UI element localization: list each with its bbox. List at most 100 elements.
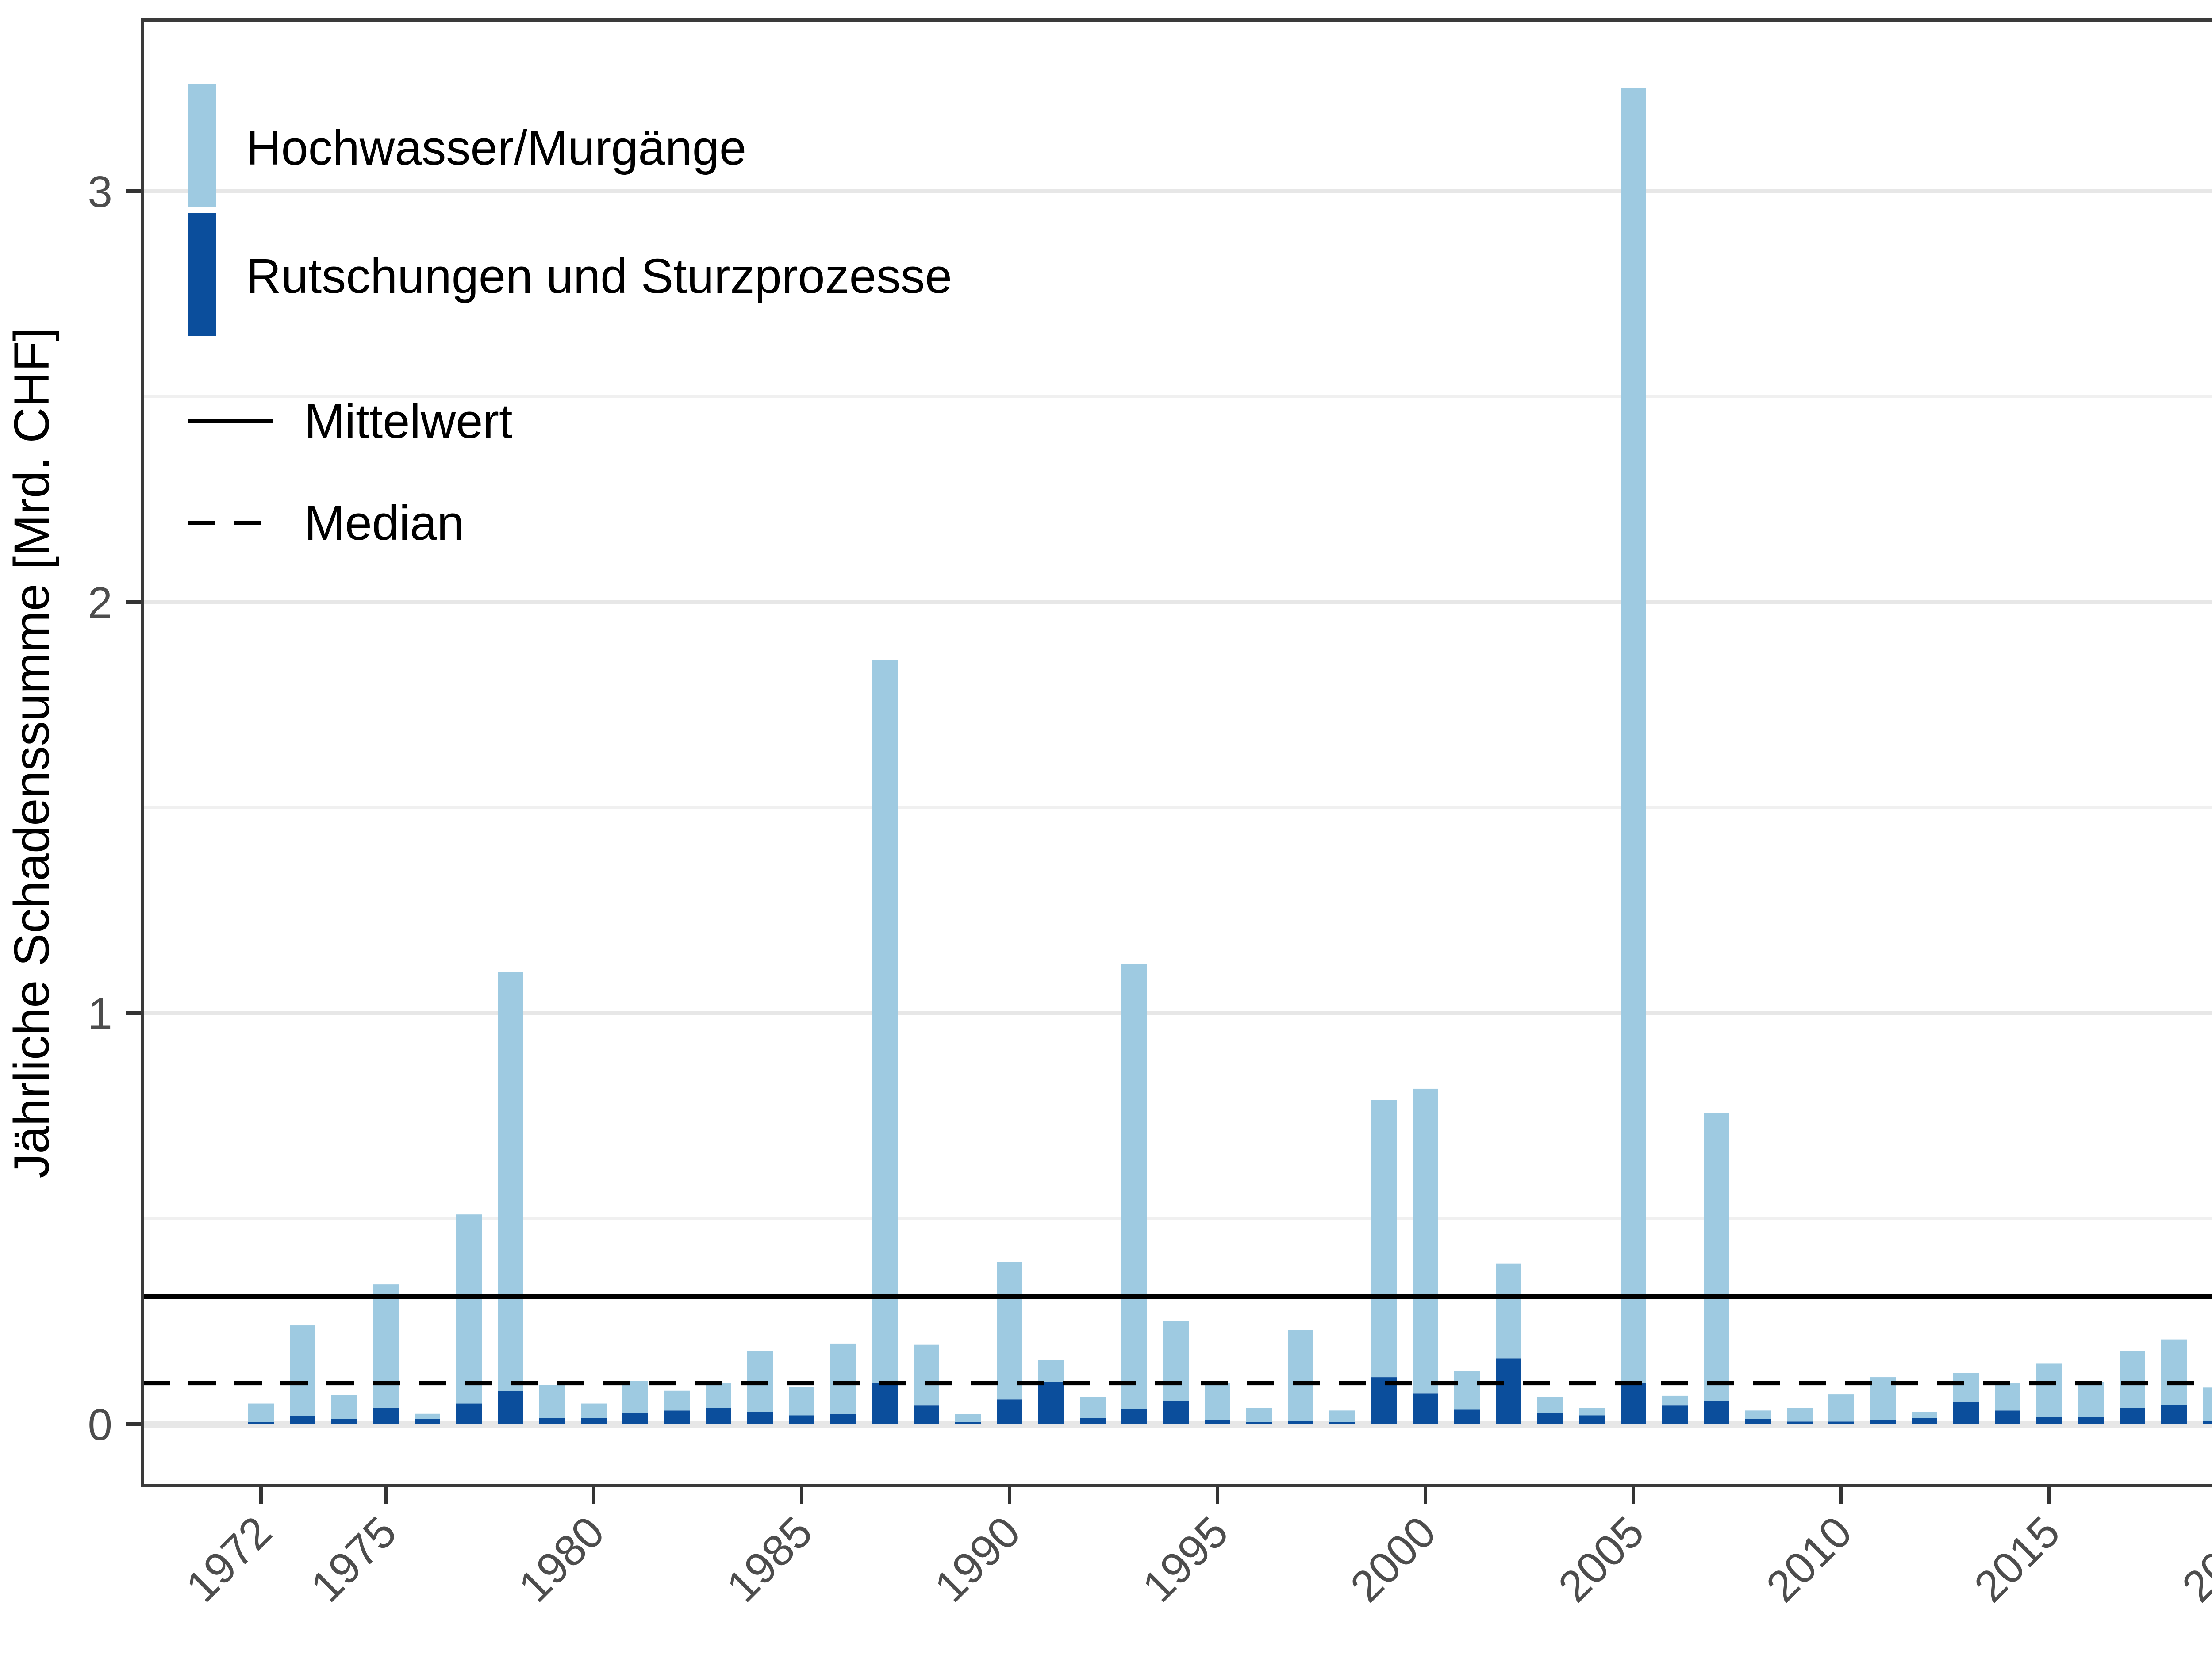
bar-rutschungen-2009 [1787,1421,1813,1424]
bar-hochwasser-1987 [872,660,898,1383]
bar-hochwasser-1999 [1371,1100,1397,1378]
bar-rutschungen-1996 [1246,1422,1272,1424]
gridlines [142,189,2212,1428]
bar-hochwasser-1997 [1288,1330,1313,1421]
bar-hochwasser-2003 [1537,1397,1563,1413]
y-axis-title: Jährliche Schadenssumme [Mrd. CHF] [4,327,59,1178]
bar-rutschungen-1990 [997,1399,1022,1424]
bar-rutschungen-1972 [248,1422,274,1424]
bar-hochwasser-1998 [1329,1410,1355,1422]
bar-hochwasser-2018 [2161,1339,2187,1405]
bar-hochwasser-1982 [664,1390,690,1411]
bar-rutschungen-1976 [415,1419,440,1424]
bar-hochwasser-1993 [1121,964,1147,1409]
bar-hochwasser-1977 [456,1214,482,1404]
bar-rutschungen-2014 [1995,1410,2020,1424]
bar-hochwasser-1976 [415,1413,440,1419]
bar-hochwasser-1972 [248,1403,274,1422]
bar-rutschungen-1983 [706,1408,731,1424]
bar-rutschungen-2018 [2161,1405,2187,1424]
x-tick-label: 1985 [717,1507,822,1612]
bar-rutschungen-2002 [1496,1358,1521,1424]
bar-rutschungen-2001 [1454,1409,1480,1424]
bar-hochwasser-2008 [1745,1410,1771,1419]
bar-rutschungen-1988 [914,1405,939,1424]
x-tick-label: 2010 [1757,1507,1862,1612]
bar-rutschungen-1994 [1163,1401,1189,1424]
bar-hochwasser-2017 [2120,1351,2145,1408]
bar-rutschungen-1974 [331,1419,357,1424]
x-tick-label: 2015 [1965,1507,2070,1612]
bar-rutschungen-2007 [1704,1401,1729,1424]
x-tick-label: 2005 [1549,1507,1654,1612]
bar-rutschungen-2011 [1870,1420,1896,1424]
legend-swatch-hochwasser [188,84,216,207]
bar-hochwasser-1992 [1080,1397,1106,1418]
bar-rutschungen-2000 [1413,1393,1438,1424]
x-tick-label: 2020 [2173,1507,2212,1612]
bar-hochwasser-1994 [1163,1321,1189,1401]
y-tick-label: 1 [88,989,112,1039]
bar-hochwasser-1988 [914,1344,939,1406]
bar-hochwasser-2006 [1662,1395,1688,1406]
bar-rutschungen-2015 [2036,1417,2062,1424]
bar-hochwasser-1980 [581,1403,607,1418]
bar-rutschungen-1977 [456,1403,482,1424]
bar-hochwasser-1985 [789,1387,814,1416]
bar-rutschungen-2003 [1537,1413,1563,1424]
bar-rutschungen-1978 [498,1391,523,1424]
bar-rutschungen-2006 [1662,1405,1688,1424]
y-tick-label: 2 [88,578,112,628]
bar-rutschungen-2008 [1745,1419,1771,1424]
x-tick-label: 1990 [925,1507,1030,1612]
reference-lines [142,1294,2212,1386]
legend-label-mittelwert: Mittelwert [304,394,513,449]
bar-rutschungen-1998 [1329,1422,1355,1424]
bar-hochwasser-1996 [1246,1408,1272,1422]
x-tick-label: 1980 [509,1507,614,1612]
x-tick-label: 1972 [177,1507,281,1612]
bar-rutschungen-1975 [373,1407,399,1424]
y-tick-label: 0 [88,1400,112,1450]
bar-rutschungen-1997 [1288,1421,1313,1424]
bar-hochwasser-1973 [290,1325,315,1416]
bar-rutschungen-1993 [1121,1409,1147,1424]
bar-rutschungen-2019 [2203,1421,2212,1424]
bar-hochwasser-1983 [706,1383,731,1408]
bar-hochwasser-2016 [2078,1382,2104,1417]
bar-rutschungen-1979 [539,1418,565,1424]
panel-border [141,18,2212,1487]
bar-rutschungen-1991 [1038,1382,1064,1424]
bar-rutschungen-1985 [789,1415,814,1424]
x-tick-label: 1975 [301,1507,406,1612]
bar-hochwasser-1995 [1205,1383,1230,1420]
bar-rutschungen-2012 [1912,1418,1937,1424]
bar-hochwasser-1990 [997,1262,1022,1400]
bar-hochwasser-1989 [955,1414,981,1422]
bar-rutschungen-1980 [581,1418,607,1424]
bar-rutschungen-1984 [747,1412,773,1424]
x-tick-label: 2000 [1341,1507,1446,1612]
bar-hochwasser-2000 [1413,1088,1438,1394]
legend-label-median: Median [304,496,464,550]
bar-rutschungen-2010 [1828,1421,1854,1424]
bars [248,88,2212,1424]
bar-rutschungen-2004 [1579,1415,1605,1424]
bar-hochwasser-2005 [1621,88,1646,1383]
bar-hochwasser-1975 [373,1284,399,1408]
bar-hochwasser-2004 [1579,1408,1605,1416]
legend: Hochwasser/Murgänge Rutschungen und Stur… [188,84,952,550]
bar-hochwasser-2001 [1454,1371,1480,1410]
bar-rutschungen-1986 [830,1414,856,1424]
bar-rutschungen-1995 [1205,1420,1230,1424]
bar-hochwasser-1991 [1038,1360,1064,1382]
bar-hochwasser-1981 [622,1381,648,1413]
bar-rutschungen-1982 [664,1410,690,1424]
bar-rutschungen-1989 [955,1422,981,1424]
bar-hochwasser-1979 [539,1385,565,1418]
bar-rutschungen-2013 [1953,1401,1979,1424]
bar-hochwasser-1986 [830,1343,856,1414]
x-tick-label: 1995 [1133,1507,1238,1612]
legend-label-rutschungen: Rutschungen und Sturzprozesse [246,249,952,303]
